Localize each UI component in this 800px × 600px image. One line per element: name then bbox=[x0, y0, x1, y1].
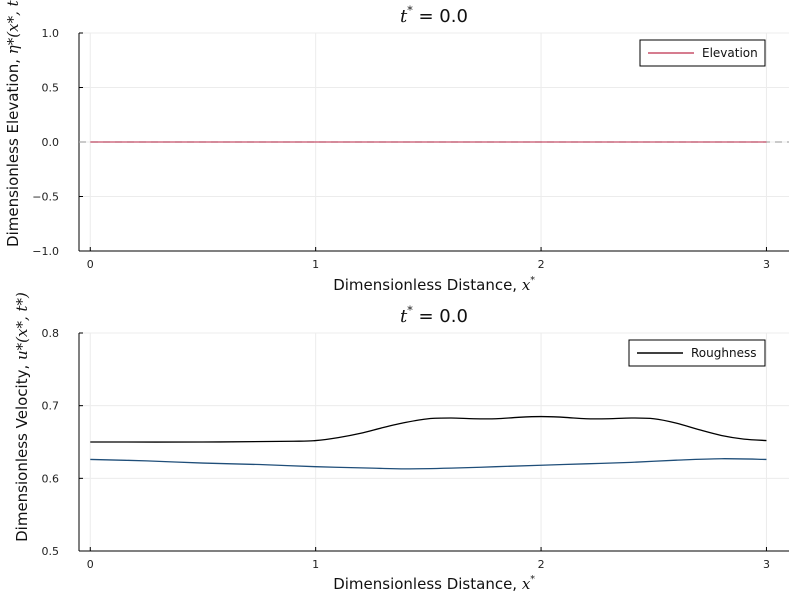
x-tick-label: 0 bbox=[87, 258, 94, 271]
legend-entry: Roughness bbox=[691, 346, 756, 360]
y-axis-label: Dimensionless Elevation, η*(x*, t*) bbox=[4, 0, 22, 247]
legend-entry: Elevation bbox=[702, 46, 758, 60]
x-tick-label: 3 bbox=[763, 258, 770, 271]
x-tick-label: 2 bbox=[538, 558, 545, 571]
x-tick-label: 0 bbox=[87, 558, 94, 571]
chart-title: t* = 0.0 bbox=[400, 4, 468, 27]
x-tick-label: 2 bbox=[538, 258, 545, 271]
plot-panel-2: 0 1 2 3 0.5 0.6 0.7 0.8 Roughness t* = 0.0 Dimensi… bbox=[13, 292, 789, 593]
y-tick-label: 0.0 bbox=[42, 136, 60, 149]
y-tick-label: −0.5 bbox=[32, 191, 59, 204]
y-tick-label: 0.7 bbox=[42, 400, 60, 413]
legend: Roughness bbox=[628, 339, 766, 367]
y-tick-label: 1.0 bbox=[42, 27, 60, 40]
x-tick-label: 3 bbox=[763, 558, 770, 571]
plot-panel-1: 0 1 2 3 −1.0 −0.5 0.0 0.5 1.0 Elevation t* = 0.0 Di… bbox=[4, 0, 789, 294]
x-axis-label: Dimensionless Distance, x* bbox=[333, 575, 535, 593]
x-axis-label: Dimensionless Distance, x* bbox=[333, 276, 535, 294]
y-tick-label: 0.6 bbox=[42, 472, 60, 485]
series-line-2 bbox=[90, 458, 767, 470]
series-line-1 bbox=[90, 415, 767, 443]
y-tick-label: 0.8 bbox=[42, 327, 60, 340]
chart-title: t* = 0.0 bbox=[400, 304, 468, 327]
y-tick-label: 0.5 bbox=[42, 545, 60, 558]
y-tick-label: −1.0 bbox=[32, 245, 59, 258]
x-tick-label: 1 bbox=[312, 558, 319, 571]
y-axis-label: Dimensionless Velocity, u*(x*, t*) bbox=[13, 292, 31, 542]
legend: Elevation bbox=[639, 39, 766, 67]
x-tick-label: 1 bbox=[312, 258, 319, 271]
y-tick-label: 0.5 bbox=[42, 82, 60, 95]
